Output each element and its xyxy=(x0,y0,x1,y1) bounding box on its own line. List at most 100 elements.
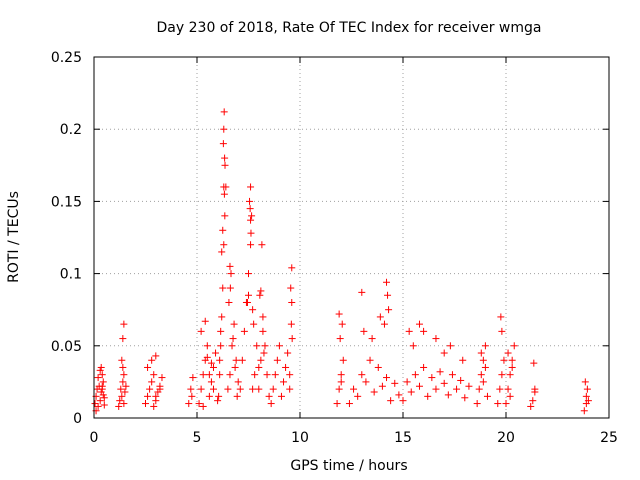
data-point xyxy=(152,392,160,400)
data-point xyxy=(98,371,106,379)
data-point xyxy=(245,291,252,299)
data-point xyxy=(530,359,538,367)
data-point xyxy=(286,385,294,393)
data-point xyxy=(288,264,296,272)
data-point xyxy=(261,342,269,350)
data-point xyxy=(380,320,388,328)
axis-ticks xyxy=(93,56,610,419)
data-point xyxy=(475,385,483,393)
data-point xyxy=(217,327,225,335)
data-point xyxy=(420,327,428,335)
data-point xyxy=(287,284,295,292)
data-point xyxy=(203,342,211,350)
data-point xyxy=(477,349,485,357)
data-point xyxy=(119,335,127,343)
data-point xyxy=(215,392,223,400)
data-point xyxy=(282,363,290,371)
data-point xyxy=(245,270,252,278)
data-point xyxy=(395,391,403,399)
data-point xyxy=(216,371,224,379)
data-point xyxy=(156,385,164,393)
data-point xyxy=(246,205,254,213)
data-point xyxy=(504,349,512,357)
data-point xyxy=(273,356,281,364)
data-point xyxy=(498,371,506,379)
data-point xyxy=(251,371,259,379)
data-point xyxy=(483,392,491,400)
data-point xyxy=(275,342,283,350)
data-point xyxy=(146,385,154,393)
data-point xyxy=(360,327,368,335)
x-tick-label: 20 xyxy=(497,430,515,446)
x-tick-label: 5 xyxy=(193,430,202,446)
data-point xyxy=(284,349,292,357)
data-point xyxy=(399,397,407,405)
data-point xyxy=(510,342,518,350)
data-point xyxy=(424,392,432,400)
data-point xyxy=(259,313,267,321)
data-point xyxy=(258,241,266,249)
data-point xyxy=(338,320,346,328)
data-point xyxy=(234,378,242,386)
data-point xyxy=(226,262,234,270)
y-tick-label: 0.1 xyxy=(60,267,82,283)
data-point xyxy=(255,363,263,371)
data-point xyxy=(335,385,343,393)
data-point xyxy=(383,278,391,286)
data-point xyxy=(224,385,232,393)
data-point xyxy=(267,400,275,408)
data-point xyxy=(527,402,535,410)
data-point xyxy=(246,197,254,205)
data-point xyxy=(199,371,207,379)
data-point xyxy=(250,320,258,328)
data-point xyxy=(144,392,152,400)
data-point xyxy=(481,363,489,371)
data-point xyxy=(440,379,448,387)
data-point xyxy=(498,327,506,335)
data-point xyxy=(148,356,156,364)
data-point xyxy=(432,385,440,393)
data-point xyxy=(500,356,508,364)
data-point xyxy=(216,356,224,364)
data-point xyxy=(531,385,539,393)
data-point xyxy=(236,385,244,393)
data-point xyxy=(391,379,399,387)
data-point xyxy=(405,327,413,335)
data-point xyxy=(339,356,347,364)
data-point xyxy=(185,400,193,408)
data-point xyxy=(336,335,344,343)
data-point xyxy=(444,391,452,399)
data-point xyxy=(259,327,267,335)
data-point xyxy=(247,229,255,237)
plot-frame xyxy=(93,56,610,419)
data-point xyxy=(378,382,386,390)
data-point xyxy=(120,400,128,408)
data-point xyxy=(94,374,102,382)
data-point xyxy=(366,356,374,364)
data-point xyxy=(415,382,423,390)
data-point xyxy=(269,385,277,393)
tick-labels: 0 5 10 15 20 25 0 0.05 0.1 0.15 0.2 0.25 xyxy=(51,50,618,446)
data-point xyxy=(99,378,107,386)
data-point xyxy=(477,371,485,379)
data-point xyxy=(220,108,228,116)
data-point xyxy=(280,378,288,386)
data-point xyxy=(228,342,236,350)
data-point xyxy=(238,356,246,364)
data-point xyxy=(277,392,285,400)
data-point xyxy=(150,402,158,410)
data-point xyxy=(219,226,227,234)
data-point xyxy=(465,382,473,390)
data-point xyxy=(257,287,265,295)
data-point xyxy=(253,342,261,350)
data-point xyxy=(197,327,205,335)
data-point xyxy=(374,363,382,371)
data-point xyxy=(220,183,228,191)
data-point xyxy=(459,356,467,364)
chart-title: Day 230 of 2018, Rate Of TEC Index for r… xyxy=(157,20,542,36)
data-point xyxy=(502,400,510,408)
data-point xyxy=(188,392,196,400)
data-point xyxy=(221,212,229,220)
data-point xyxy=(229,335,237,343)
data-point xyxy=(479,378,487,386)
